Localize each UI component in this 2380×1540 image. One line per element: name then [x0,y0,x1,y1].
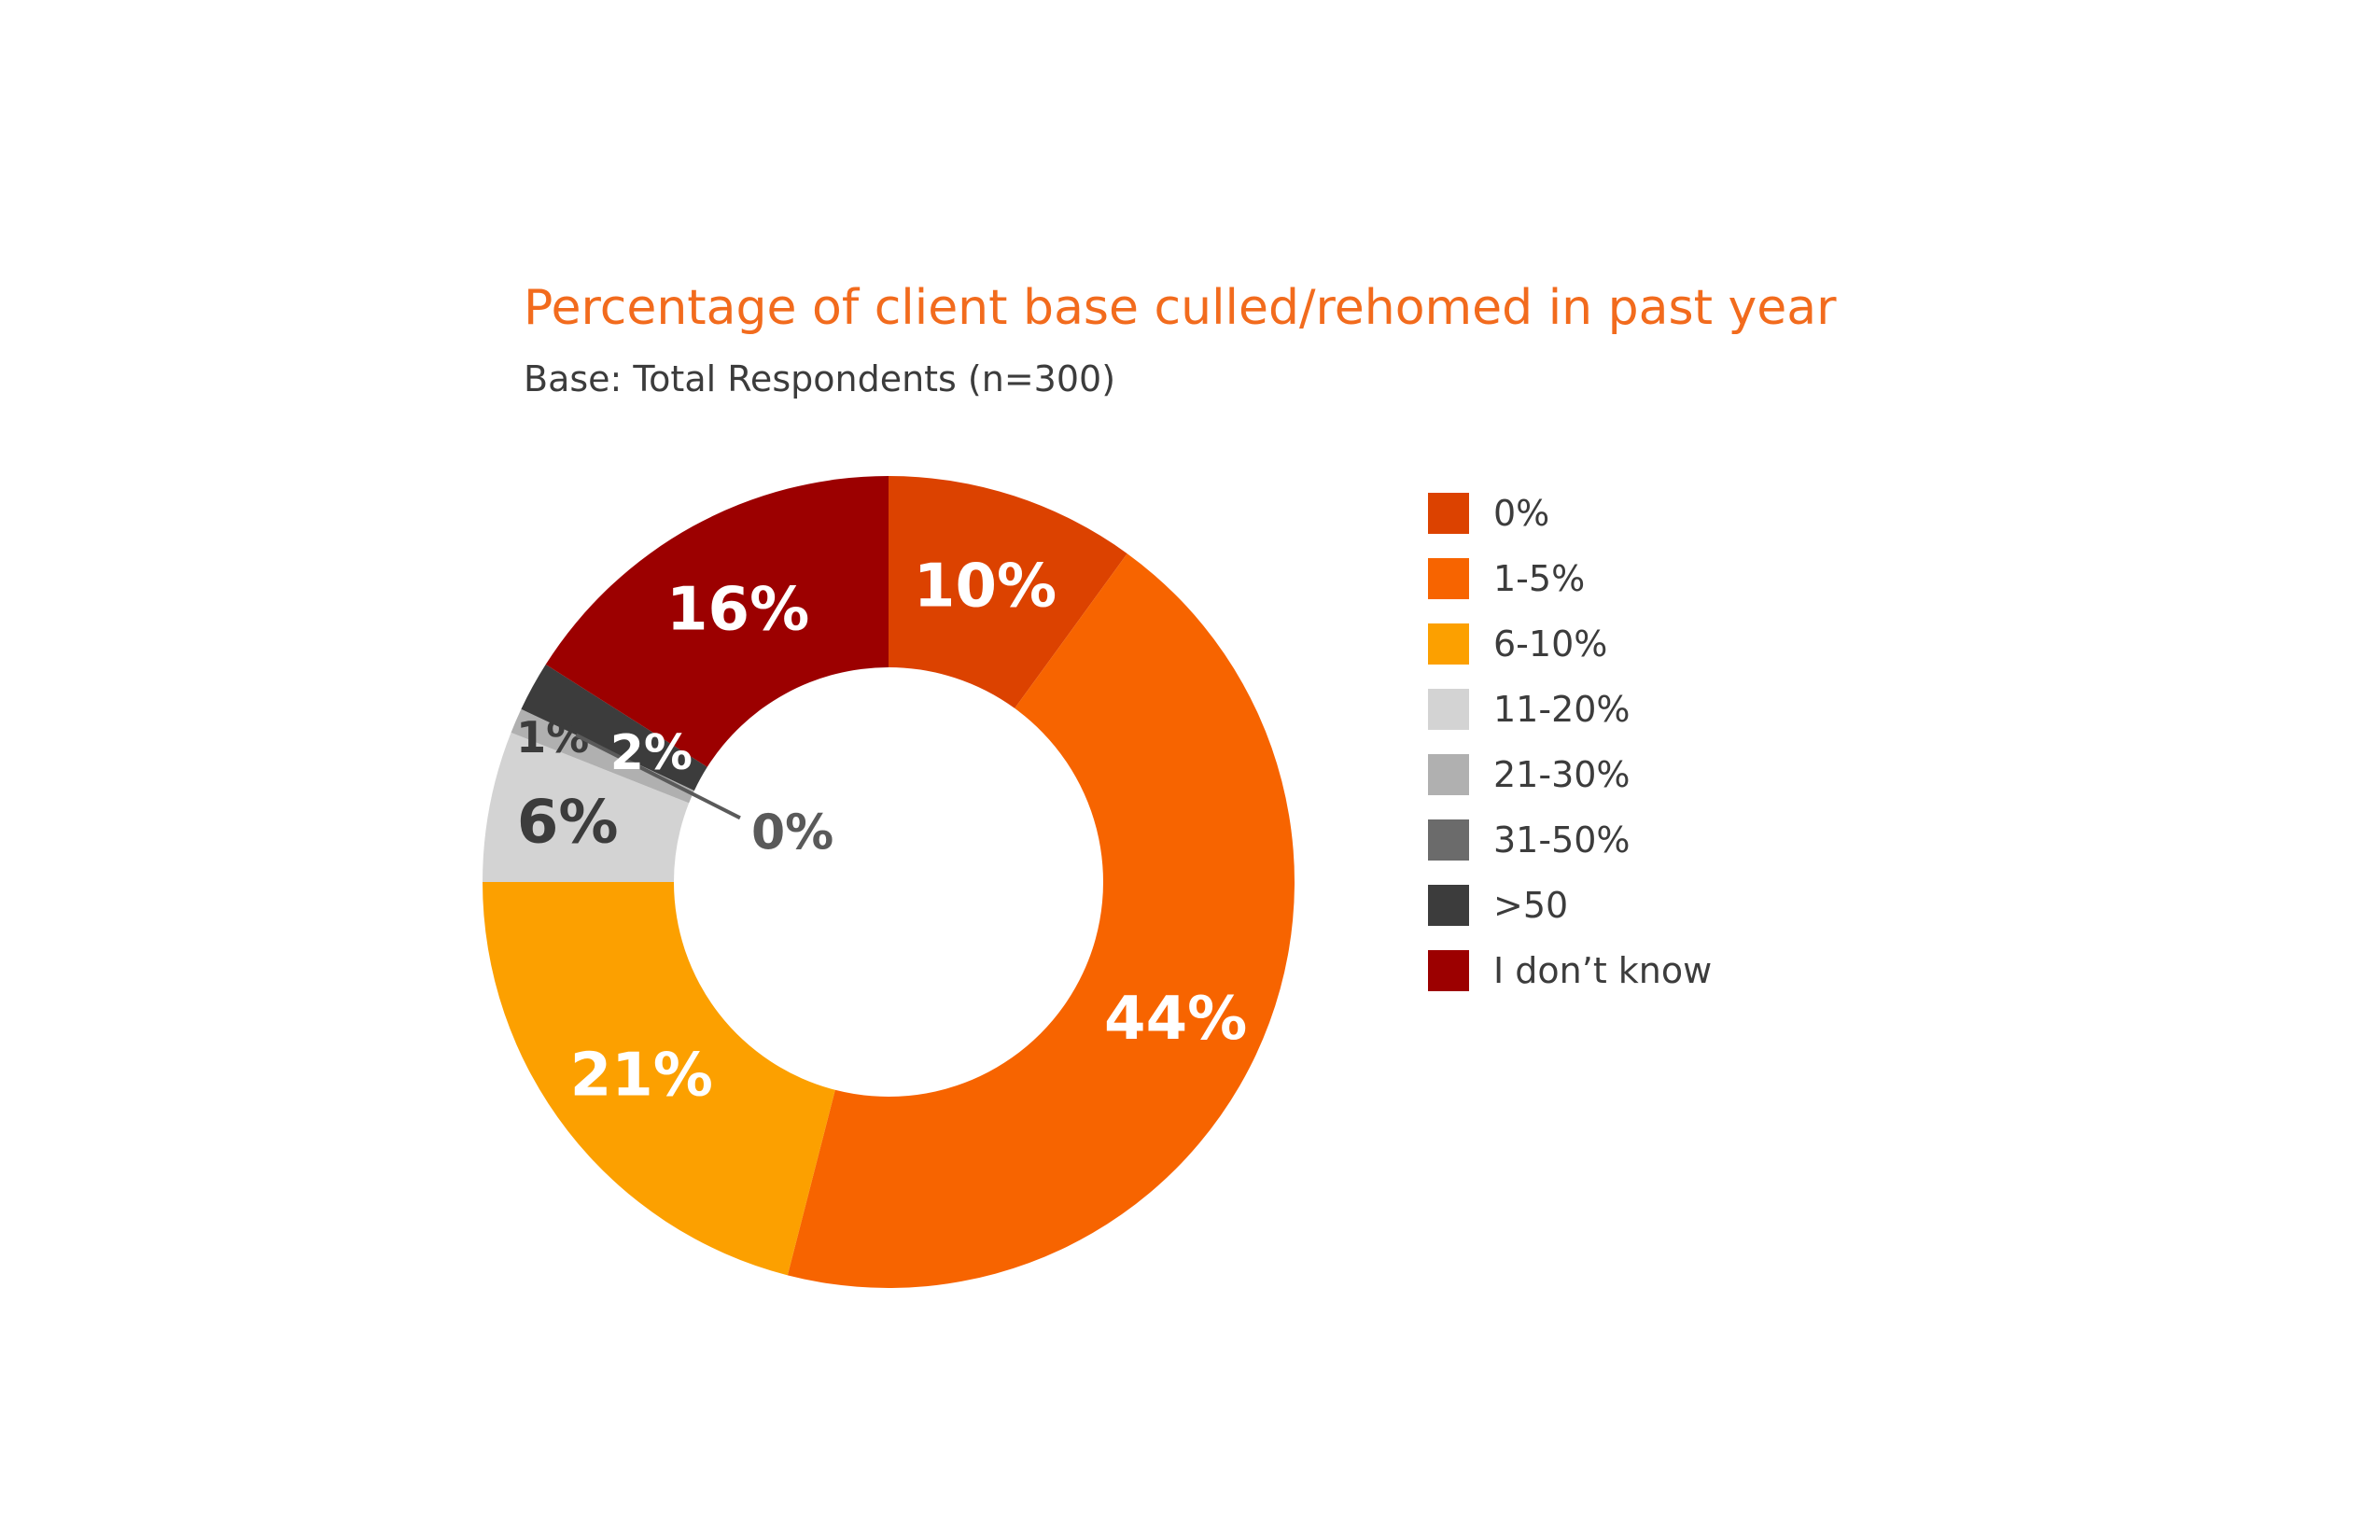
legend-label: 1-5% [1493,558,1586,599]
donut-labels: 10%44%21%6%1%0%2%16% [516,552,1247,1110]
legend-label: 31-50% [1493,819,1631,861]
legend-swatch [1428,819,1469,861]
data-label-i-don-t-know: 16% [666,575,809,644]
legend-item-0: 0% [1428,481,1712,546]
legend-swatch [1428,950,1469,991]
legend-label: >50 [1493,885,1569,926]
chart-legend: 0% 1-5% 6-10% 11-20% 21-30% 31-50% >50 I don’t … [1428,481,1712,1003]
donut-slices [483,476,1295,1288]
data-label-0: 10% [914,552,1057,621]
legend-item-i-don-t-know: I don’t know [1428,938,1712,1003]
legend-swatch [1428,754,1469,795]
slice-1-5 [787,553,1295,1288]
legend-label: 6-10% [1493,623,1608,665]
legend-item-50: >50 [1428,873,1712,938]
legend-label: 0% [1493,493,1550,534]
slice-i-don-t-know [545,476,889,767]
data-label-11-20: 6% [517,788,619,857]
leader-line-31-50 [575,733,741,820]
slice-50 [521,664,707,791]
legend-swatch [1428,558,1469,599]
chart-subtitle: Base: Total Respondents (n=300) [524,358,1116,399]
legend-swatch [1428,689,1469,730]
legend-item-31-50: 31-50% [1428,807,1712,873]
slice-6-10 [483,882,835,1276]
data-label-50: 2% [610,725,693,781]
legend-swatch [1428,623,1469,665]
legend-item-21-30: 21-30% [1428,742,1712,807]
legend-label: I don’t know [1493,950,1713,991]
legend-item-1-5: 1-5% [1428,546,1712,611]
data-label-6-10: 21% [570,1041,713,1110]
slice-0 [889,476,1127,708]
legend-swatch [1428,493,1469,534]
legend-item-6-10: 6-10% [1428,611,1712,677]
data-label-31-50: 0% [751,805,833,861]
legend-swatch [1428,885,1469,926]
slice-21-30 [511,708,694,804]
legend-item-11-20: 11-20% [1428,677,1712,742]
chart-title: Percentage of client base culled/rehomed… [524,280,1837,336]
slice-11-20 [483,732,690,882]
legend-label: 21-30% [1493,754,1631,795]
data-label-1-5: 44% [1104,985,1247,1054]
legend-label: 11-20% [1493,689,1631,730]
